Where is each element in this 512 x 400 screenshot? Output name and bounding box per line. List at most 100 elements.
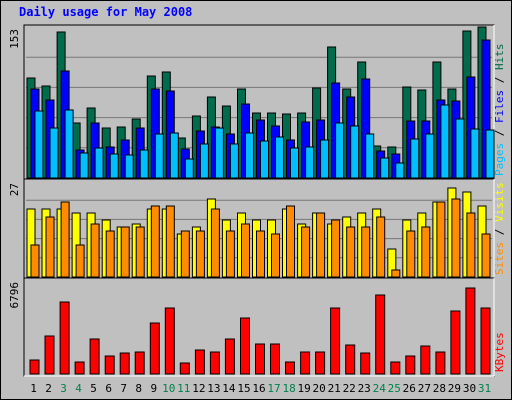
bar-sites-day-19 bbox=[301, 226, 311, 278]
bar-sites-day-15 bbox=[241, 223, 250, 278]
day-label-11: 11 bbox=[177, 382, 190, 395]
bar-pages-day-1 bbox=[34, 110, 44, 179]
bar-kbytes-day-15 bbox=[240, 317, 250, 375]
bar-sites-day-22 bbox=[346, 226, 356, 278]
bar-pages-day-2 bbox=[49, 127, 59, 179]
bar-pages-day-25 bbox=[395, 162, 405, 179]
bar-pages-day-19 bbox=[305, 146, 315, 179]
bar-kbytes-day-9 bbox=[149, 322, 160, 375]
bar-pages-day-9 bbox=[154, 133, 164, 179]
day-label-18: 18 bbox=[282, 382, 295, 395]
bar-pages-day-4 bbox=[79, 152, 89, 179]
day-label-10: 10 bbox=[162, 382, 175, 395]
bar-pages-day-15 bbox=[245, 132, 254, 179]
bar-kbytes-day-29 bbox=[450, 310, 461, 375]
bar-sites-day-30 bbox=[466, 212, 476, 278]
bar-sites-day-5 bbox=[90, 223, 100, 278]
bar-pages-day-20 bbox=[320, 139, 330, 179]
bar-sites-day-7 bbox=[120, 226, 130, 278]
day-label-26: 26 bbox=[403, 382, 416, 395]
day-label-14: 14 bbox=[222, 382, 236, 395]
bar-pages-day-17 bbox=[275, 136, 284, 179]
bar-pages-day-13 bbox=[214, 127, 224, 179]
bar-sites-day-12 bbox=[195, 230, 205, 278]
bar-sites-day-6 bbox=[105, 230, 115, 278]
bar-pages-day-21 bbox=[335, 122, 345, 179]
legend-kbytes: KBytes bbox=[493, 332, 506, 372]
legend-part: Visits bbox=[493, 182, 506, 222]
bar-pages-day-14 bbox=[229, 143, 239, 179]
bar-kbytes-day-11 bbox=[179, 362, 190, 375]
day-label-19: 19 bbox=[297, 382, 310, 395]
day-label-8: 8 bbox=[135, 382, 142, 395]
bar-pages-day-29 bbox=[455, 118, 465, 179]
bar-kbytes-day-10 bbox=[164, 307, 175, 375]
bar-pages-day-30 bbox=[470, 128, 480, 179]
legend-part: KBytes bbox=[493, 332, 506, 372]
bar-sites-day-24 bbox=[376, 216, 386, 278]
bar-sites-day-23 bbox=[361, 226, 371, 278]
legend-part: Hits bbox=[493, 44, 506, 71]
bar-kbytes-day-25 bbox=[390, 361, 401, 375]
series-kbytes bbox=[29, 287, 491, 375]
bar-kbytes-day-26 bbox=[405, 355, 416, 375]
legend-hits-pages-files: Pages / Files / Hits bbox=[493, 44, 506, 177]
bar-sites-day-1 bbox=[30, 244, 40, 278]
legend-part: / bbox=[493, 70, 506, 90]
bar-kbytes-day-24 bbox=[375, 294, 386, 375]
bar-kbytes-day-3 bbox=[59, 301, 70, 375]
bar-kbytes-day-6 bbox=[104, 355, 115, 375]
bar-pages-day-7 bbox=[124, 154, 134, 179]
legend-part: Files bbox=[493, 90, 506, 123]
bar-kbytes-day-8 bbox=[134, 351, 145, 375]
bar-sites-day-16 bbox=[256, 230, 265, 278]
bar-kbytes-day-18 bbox=[285, 361, 295, 375]
day-label-4: 4 bbox=[75, 382, 82, 395]
day-label-22: 22 bbox=[343, 382, 356, 395]
bar-pages-day-10 bbox=[169, 132, 179, 179]
day-label-5: 5 bbox=[90, 382, 97, 395]
bar-kbytes-day-12 bbox=[194, 349, 205, 375]
legend-part: Pages bbox=[493, 143, 506, 176]
chart-title: Daily usage for May 2008 bbox=[19, 5, 192, 19]
day-label-31: 31 bbox=[478, 382, 491, 395]
bar-kbytes-day-7 bbox=[119, 352, 130, 375]
y-max-label: 6796 bbox=[8, 282, 21, 309]
day-label-29: 29 bbox=[448, 382, 461, 395]
bar-sites-day-29 bbox=[451, 198, 461, 278]
day-label-6: 6 bbox=[105, 382, 112, 395]
bar-pages-day-24 bbox=[380, 157, 390, 179]
bar-pages-day-31 bbox=[485, 129, 495, 179]
day-label-20: 20 bbox=[312, 382, 325, 395]
bar-kbytes-day-17 bbox=[270, 343, 280, 375]
bar-sites-day-20 bbox=[316, 212, 326, 278]
series-sites bbox=[30, 198, 491, 278]
day-label-30: 30 bbox=[463, 382, 476, 395]
bar-pages-day-16 bbox=[260, 140, 269, 179]
bar-kbytes-day-13 bbox=[209, 351, 220, 375]
bar-pages-day-8 bbox=[139, 149, 149, 179]
legend-part: / bbox=[493, 222, 506, 242]
bar-pages-day-23 bbox=[365, 133, 375, 179]
bar-kbytes-day-31 bbox=[480, 307, 491, 375]
bar-sites-day-10 bbox=[165, 205, 175, 278]
day-label-2: 2 bbox=[45, 382, 52, 395]
bar-sites-day-27 bbox=[421, 226, 431, 278]
bar-pages-day-6 bbox=[109, 153, 119, 179]
bar-sites-day-11 bbox=[180, 230, 190, 278]
bar-sites-day-2 bbox=[45, 216, 55, 278]
bar-pages-day-22 bbox=[350, 125, 360, 179]
bar-sites-day-17 bbox=[271, 233, 280, 278]
bar-kbytes-day-27 bbox=[420, 345, 431, 375]
bar-kbytes-day-1 bbox=[29, 359, 40, 375]
bar-kbytes-day-19 bbox=[300, 351, 311, 375]
series-pages bbox=[34, 104, 495, 179]
bar-kbytes-day-28 bbox=[435, 351, 446, 375]
bar-pages-day-12 bbox=[199, 143, 209, 179]
day-label-25: 25 bbox=[388, 382, 401, 395]
bar-sites-day-31 bbox=[481, 233, 491, 278]
bar-sites-day-9 bbox=[150, 205, 160, 278]
bar-pages-day-5 bbox=[94, 147, 104, 179]
day-label-12: 12 bbox=[192, 382, 205, 395]
bar-kbytes-day-30 bbox=[465, 287, 476, 375]
